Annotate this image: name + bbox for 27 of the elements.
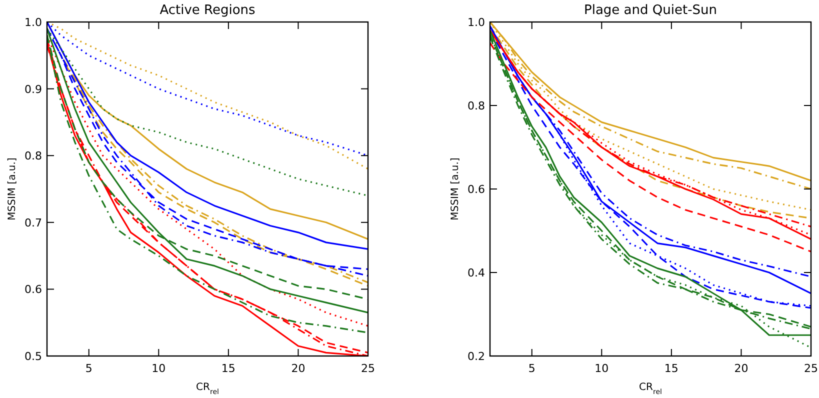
chart-title: Plage and Quiet-Sun <box>584 3 717 18</box>
x-tick-label: 5 <box>528 362 536 375</box>
y-tick-label: 1.0 <box>468 16 485 29</box>
x-tick-label: 5 <box>85 362 92 375</box>
y-tick-label: 0.7 <box>24 216 42 230</box>
chart-title: Active Regions <box>160 3 256 18</box>
y-tick-label: 0.4 <box>468 266 485 280</box>
y-tick-label: 0.9 <box>24 82 42 96</box>
y-tick-label: 0.6 <box>24 283 42 296</box>
x-tick-label: 25 <box>804 362 818 375</box>
x-tick-label: 15 <box>664 362 678 375</box>
y-tick-label: 0.6 <box>468 183 485 196</box>
y-tick-label: 0.5 <box>24 350 42 363</box>
x-axis-title: CR$_{rel}$ <box>196 382 220 396</box>
x-tick-label: 15 <box>221 362 236 375</box>
y-axis-title: MSSIM [a.u.] <box>7 158 18 220</box>
y-axis-title: MSSIM [a.u.] <box>450 158 461 220</box>
y-tick-label: 0.2 <box>468 350 485 363</box>
x-tick-label: 20 <box>734 362 748 375</box>
x-axis-title: CR$_{rel}$ <box>639 382 662 396</box>
x-tick-label: 20 <box>291 362 306 375</box>
y-tick-label: 0.8 <box>468 100 485 112</box>
y-tick-label: 0.8 <box>24 150 42 163</box>
x-tick-label: 25 <box>361 362 375 375</box>
x-tick-label: 10 <box>594 362 609 375</box>
x-tick-label: 10 <box>152 362 166 375</box>
y-tick-label: 1.0 <box>24 16 42 29</box>
